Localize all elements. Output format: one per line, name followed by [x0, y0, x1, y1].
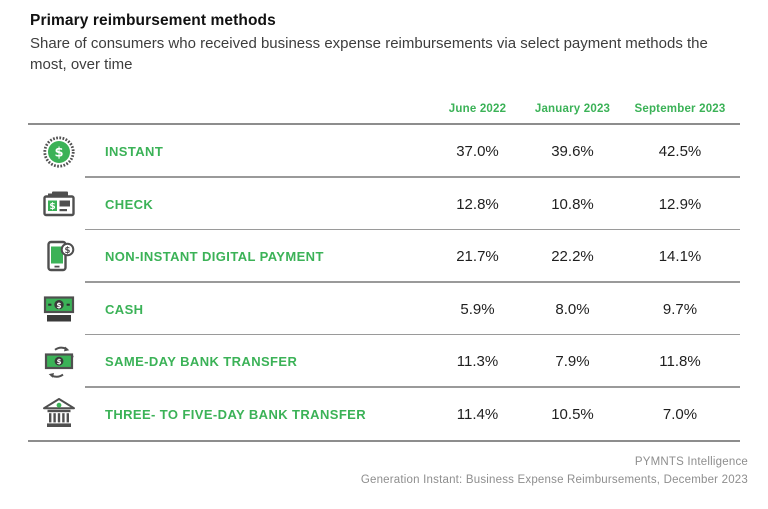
column-header-september-2023: September 2023: [634, 103, 726, 116]
value-january-2023: 8.0%: [555, 300, 590, 318]
value-september-2023: 14.1%: [658, 248, 702, 266]
value-june-2022: 12.8%: [456, 195, 499, 213]
method-label: INSTANT: [105, 144, 164, 160]
table-row: $ INSTANT 37.0% 39.6% 42.5%: [28, 125, 740, 178]
report-figure: Primary reimbursement methods Share of c…: [0, 12, 768, 509]
source-citation: Generation Instant: Business Expense Rei…: [360, 474, 748, 487]
table-row: $ CASH 5.9% 8.0% 9.7%: [28, 283, 740, 336]
value-june-2022: 11.3%: [456, 353, 499, 371]
method-label: THREE- TO FIVE-DAY BANK TRANSFER: [105, 406, 367, 422]
money-transfer-icon: $: [40, 343, 78, 381]
table-row: $ NON-INSTANT DIGITAL PAYMENT 21.7% 22.2…: [28, 230, 740, 283]
svg-text:$: $: [65, 245, 71, 255]
table-row: $ SAME-DAY BANK TRANSFER 11.3% 7.9% 11.8…: [28, 335, 740, 388]
value-september-2023: 12.9%: [658, 195, 702, 213]
value-january-2023: 22.2%: [551, 248, 594, 266]
svg-text:$: $: [49, 202, 55, 212]
value-september-2023: 42.5%: [658, 143, 702, 161]
column-header-june-2022: June 2022: [448, 103, 507, 116]
value-january-2023: 10.8%: [551, 195, 594, 213]
page-title: Primary reimbursement methods: [30, 12, 276, 29]
method-label: NON-INSTANT DIGITAL PAYMENT: [105, 249, 324, 265]
table-row: THREE- TO FIVE-DAY BANK TRANSFER 11.4% 1…: [28, 388, 740, 441]
value-june-2022: 5.9%: [460, 300, 495, 318]
value-june-2022: 37.0%: [456, 143, 499, 161]
table-body: $ INSTANT 37.0% 39.6% 42.5% $ CHECK 12.8…: [28, 123, 740, 443]
source-name: PYMNTS Intelligence: [634, 456, 748, 469]
value-january-2023: 10.5%: [551, 405, 594, 423]
value-june-2022: 21.7%: [456, 248, 499, 266]
mobile-payment-icon: $: [40, 238, 78, 276]
svg-text:$: $: [54, 145, 63, 160]
svg-text:$: $: [57, 358, 62, 366]
method-label: CHECK: [105, 196, 154, 212]
source-attribution: PYMNTS Intelligence Generation Instant: …: [0, 454, 748, 490]
instant-coin-icon: $: [40, 133, 78, 171]
method-label: SAME-DAY BANK TRANSFER: [105, 354, 298, 370]
value-september-2023: 7.0%: [662, 405, 698, 423]
svg-text:$: $: [56, 301, 61, 310]
value-september-2023: 11.8%: [659, 353, 701, 371]
check-icon: $: [40, 185, 78, 223]
method-label: CASH: [105, 301, 144, 317]
value-june-2022: 11.4%: [456, 405, 499, 423]
table-header-row: June 2022 January 2023 September 2023: [28, 91, 740, 123]
column-header-january-2023: January 2023: [534, 103, 611, 116]
bank-building-icon: [40, 395, 78, 433]
value-september-2023: 9.7%: [662, 300, 698, 318]
reimbursement-table: June 2022 January 2023 September 2023 $ …: [28, 91, 740, 443]
value-january-2023: 7.9%: [555, 353, 590, 371]
page-subtitle: Share of consumers who received business…: [30, 35, 708, 73]
cash-icon: $: [40, 290, 78, 328]
value-january-2023: 39.6%: [551, 143, 594, 161]
table-row: $ CHECK 12.8% 10.8% 12.9%: [28, 178, 740, 231]
